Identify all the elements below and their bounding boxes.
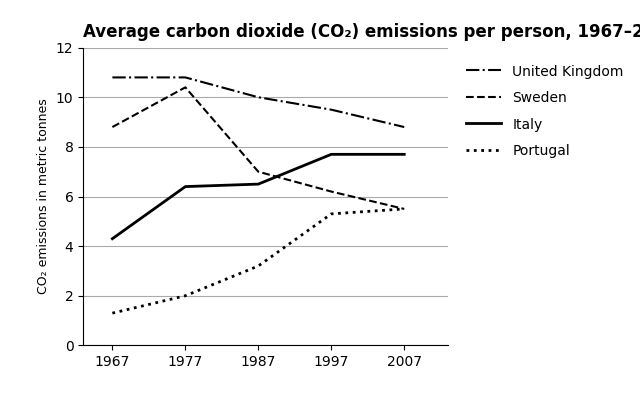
Line: Portugal: Portugal	[113, 209, 404, 313]
Line: Italy: Italy	[113, 154, 404, 239]
United Kingdom	[328, 107, 335, 112]
Italy	[109, 236, 116, 241]
United Kingdom	[182, 75, 189, 80]
Portugal	[109, 311, 116, 316]
Legend: United Kingdom, Sweden, Italy, Portugal: United Kingdom, Sweden, Italy, Portugal	[462, 60, 628, 162]
Italy	[182, 184, 189, 189]
Portugal	[401, 206, 408, 211]
Sweden	[401, 206, 408, 211]
Sweden	[109, 125, 116, 129]
United Kingdom	[401, 125, 408, 129]
Y-axis label: CO₂ emissions in metric tonnes: CO₂ emissions in metric tonnes	[37, 98, 51, 295]
Sweden	[182, 85, 189, 90]
Sweden	[328, 189, 335, 194]
United Kingdom	[109, 75, 116, 80]
Portugal	[328, 212, 335, 216]
Portugal	[255, 264, 262, 268]
Line: Sweden: Sweden	[113, 87, 404, 209]
Text: Average carbon dioxide (CO₂) emissions per person, 1967–2007: Average carbon dioxide (CO₂) emissions p…	[83, 23, 640, 40]
United Kingdom	[255, 95, 262, 100]
Line: United Kingdom: United Kingdom	[113, 77, 404, 127]
Portugal	[182, 293, 189, 298]
Italy	[401, 152, 408, 157]
Sweden	[255, 169, 262, 174]
Italy	[328, 152, 335, 157]
Italy	[255, 182, 262, 187]
